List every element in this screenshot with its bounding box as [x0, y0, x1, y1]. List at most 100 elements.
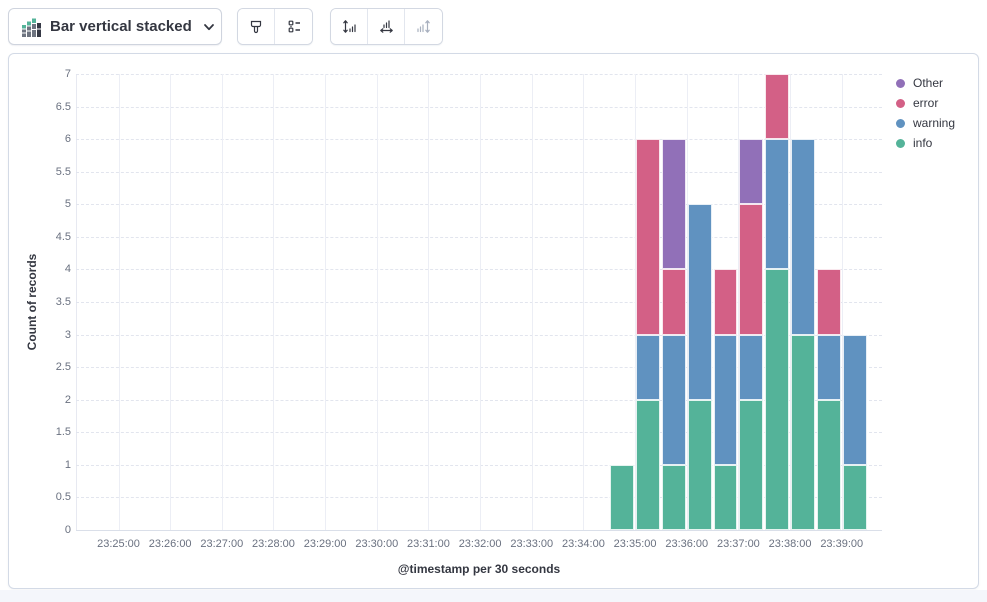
legend-item-warning[interactable]: warning	[896, 113, 955, 133]
visual-options-brush-icon	[248, 19, 264, 35]
x-gridline	[170, 74, 172, 530]
y-tick-label: 0	[64, 524, 71, 536]
x-tick-label: 23:27:00	[200, 538, 244, 550]
bar-segment-info[interactable]	[636, 399, 660, 530]
x-gridline	[221, 74, 223, 530]
y-gridline	[76, 367, 882, 369]
y-gridline	[76, 497, 882, 499]
y-tick-label: 1.5	[55, 426, 71, 439]
bar-segment-warning[interactable]	[636, 334, 660, 400]
x-tick-label: 23:35:00	[613, 538, 657, 550]
x-tick-label: 23:29:00	[303, 538, 347, 550]
x-tick-label: 23:39:00	[820, 538, 864, 550]
legend-label: error	[913, 96, 939, 110]
legend-label: warning	[913, 116, 956, 130]
legend-settings-icon	[286, 19, 302, 35]
x-gridline	[428, 74, 430, 530]
bar-segment-error[interactable]	[765, 74, 790, 140]
x-tick-label: 23:32:00	[458, 538, 502, 550]
legend-item-error[interactable]: error	[896, 93, 955, 113]
plot-area	[76, 74, 882, 531]
bar-segment-info[interactable]	[661, 464, 686, 530]
bar-segment-warning[interactable]	[842, 334, 867, 465]
legend-color-dot	[896, 118, 905, 128]
y-tick-label: 2	[64, 393, 71, 406]
legend-label: Other	[913, 76, 944, 90]
y-tick-label: 2.5	[55, 361, 71, 374]
bar-segment-other[interactable]	[739, 139, 764, 205]
y-gridline	[76, 334, 882, 336]
bar-segment-info[interactable]	[739, 399, 764, 530]
legend-color-dot	[896, 98, 905, 108]
bar-segment-info[interactable]	[610, 464, 635, 530]
bar-segment-warning[interactable]	[713, 334, 738, 465]
x-tick-label: 23:33:00	[510, 538, 554, 550]
x-gridline	[273, 74, 275, 530]
x-gridline	[480, 74, 482, 530]
x-tick-label: 23:34:00	[562, 538, 605, 550]
workspace-background	[0, 590, 987, 602]
legend-settings-button[interactable]	[275, 9, 312, 44]
bar-segment-info[interactable]	[791, 334, 815, 530]
visual-options-button[interactable]	[238, 9, 275, 44]
x-gridline	[325, 74, 327, 530]
x-tick-label: 23:26:00	[148, 538, 192, 550]
chart-type-dropdown[interactable]: Bar vertical stacked	[8, 8, 222, 45]
right-axis-button[interactable]	[405, 9, 442, 44]
y-tick-label: 0.5	[55, 491, 71, 504]
x-tick-label: 23:28:00	[252, 538, 295, 550]
bar-segment-info[interactable]	[816, 399, 841, 530]
y-gridline	[76, 204, 882, 206]
bar-segment-error[interactable]	[713, 269, 738, 335]
bar-segment-error[interactable]	[661, 269, 686, 335]
y-gridline	[76, 432, 882, 434]
bar-segment-warning[interactable]	[816, 334, 841, 400]
chart-type-label: Bar vertical stacked	[50, 18, 192, 35]
left-axis-icon	[341, 18, 358, 35]
legend-item-info[interactable]: info	[896, 133, 955, 153]
bar-segment-info[interactable]	[842, 464, 867, 530]
y-gridline	[76, 74, 882, 75]
x-gridline	[686, 74, 688, 530]
y-tick-label: 3.5	[55, 296, 71, 308]
x-tick-label: 23:30:00	[355, 538, 399, 550]
y-gridline	[76, 399, 882, 401]
bottom-axis-button[interactable]	[368, 9, 405, 44]
left-axis-button[interactable]	[331, 9, 368, 44]
chevron-down-icon	[201, 19, 217, 35]
bar-segment-info[interactable]	[687, 399, 712, 530]
x-gridline	[376, 74, 378, 530]
bar-segment-info[interactable]	[713, 464, 738, 530]
bar-segment-error[interactable]	[739, 204, 764, 335]
bar-segment-warning[interactable]	[765, 139, 790, 270]
x-tick-label: 23:36:00	[665, 538, 709, 550]
legend-label: info	[913, 136, 933, 150]
y-tick-label: 3	[64, 328, 71, 341]
bar-segment-warning[interactable]	[739, 334, 764, 400]
y-gridline	[76, 171, 882, 173]
bar-segment-error[interactable]	[636, 139, 660, 335]
bar-vertical-stacked-icon	[21, 17, 41, 37]
y-tick-label: 5.5	[55, 165, 71, 178]
y-tick-label: 4.5	[55, 230, 71, 243]
bar-segment-info[interactable]	[765, 269, 790, 530]
legend-color-dot	[896, 138, 905, 148]
bottom-axis-icon	[378, 18, 395, 35]
x-gridline	[738, 74, 740, 530]
bar-segment-error[interactable]	[816, 269, 841, 335]
x-tick-label: 23:25:00	[97, 538, 140, 550]
legend-item-other[interactable]: Other	[896, 73, 955, 93]
legend-color-dot	[896, 78, 905, 88]
y-gridline	[76, 269, 882, 271]
axis-button-group	[330, 8, 443, 45]
y-tick-label: 6.5	[55, 100, 71, 113]
x-gridline	[635, 74, 637, 530]
y-tick-label: 4	[64, 263, 71, 276]
chart-panel: Count of records @timestamp per 30 secon…	[8, 53, 979, 589]
bar-segment-warning[interactable]	[687, 204, 712, 400]
bar-segment-other[interactable]	[661, 139, 686, 270]
x-axis-title: @timestamp per 30 seconds	[397, 562, 561, 576]
bar-segment-warning[interactable]	[791, 139, 815, 335]
bar-segment-warning[interactable]	[661, 334, 686, 465]
x-gridline	[531, 74, 533, 530]
